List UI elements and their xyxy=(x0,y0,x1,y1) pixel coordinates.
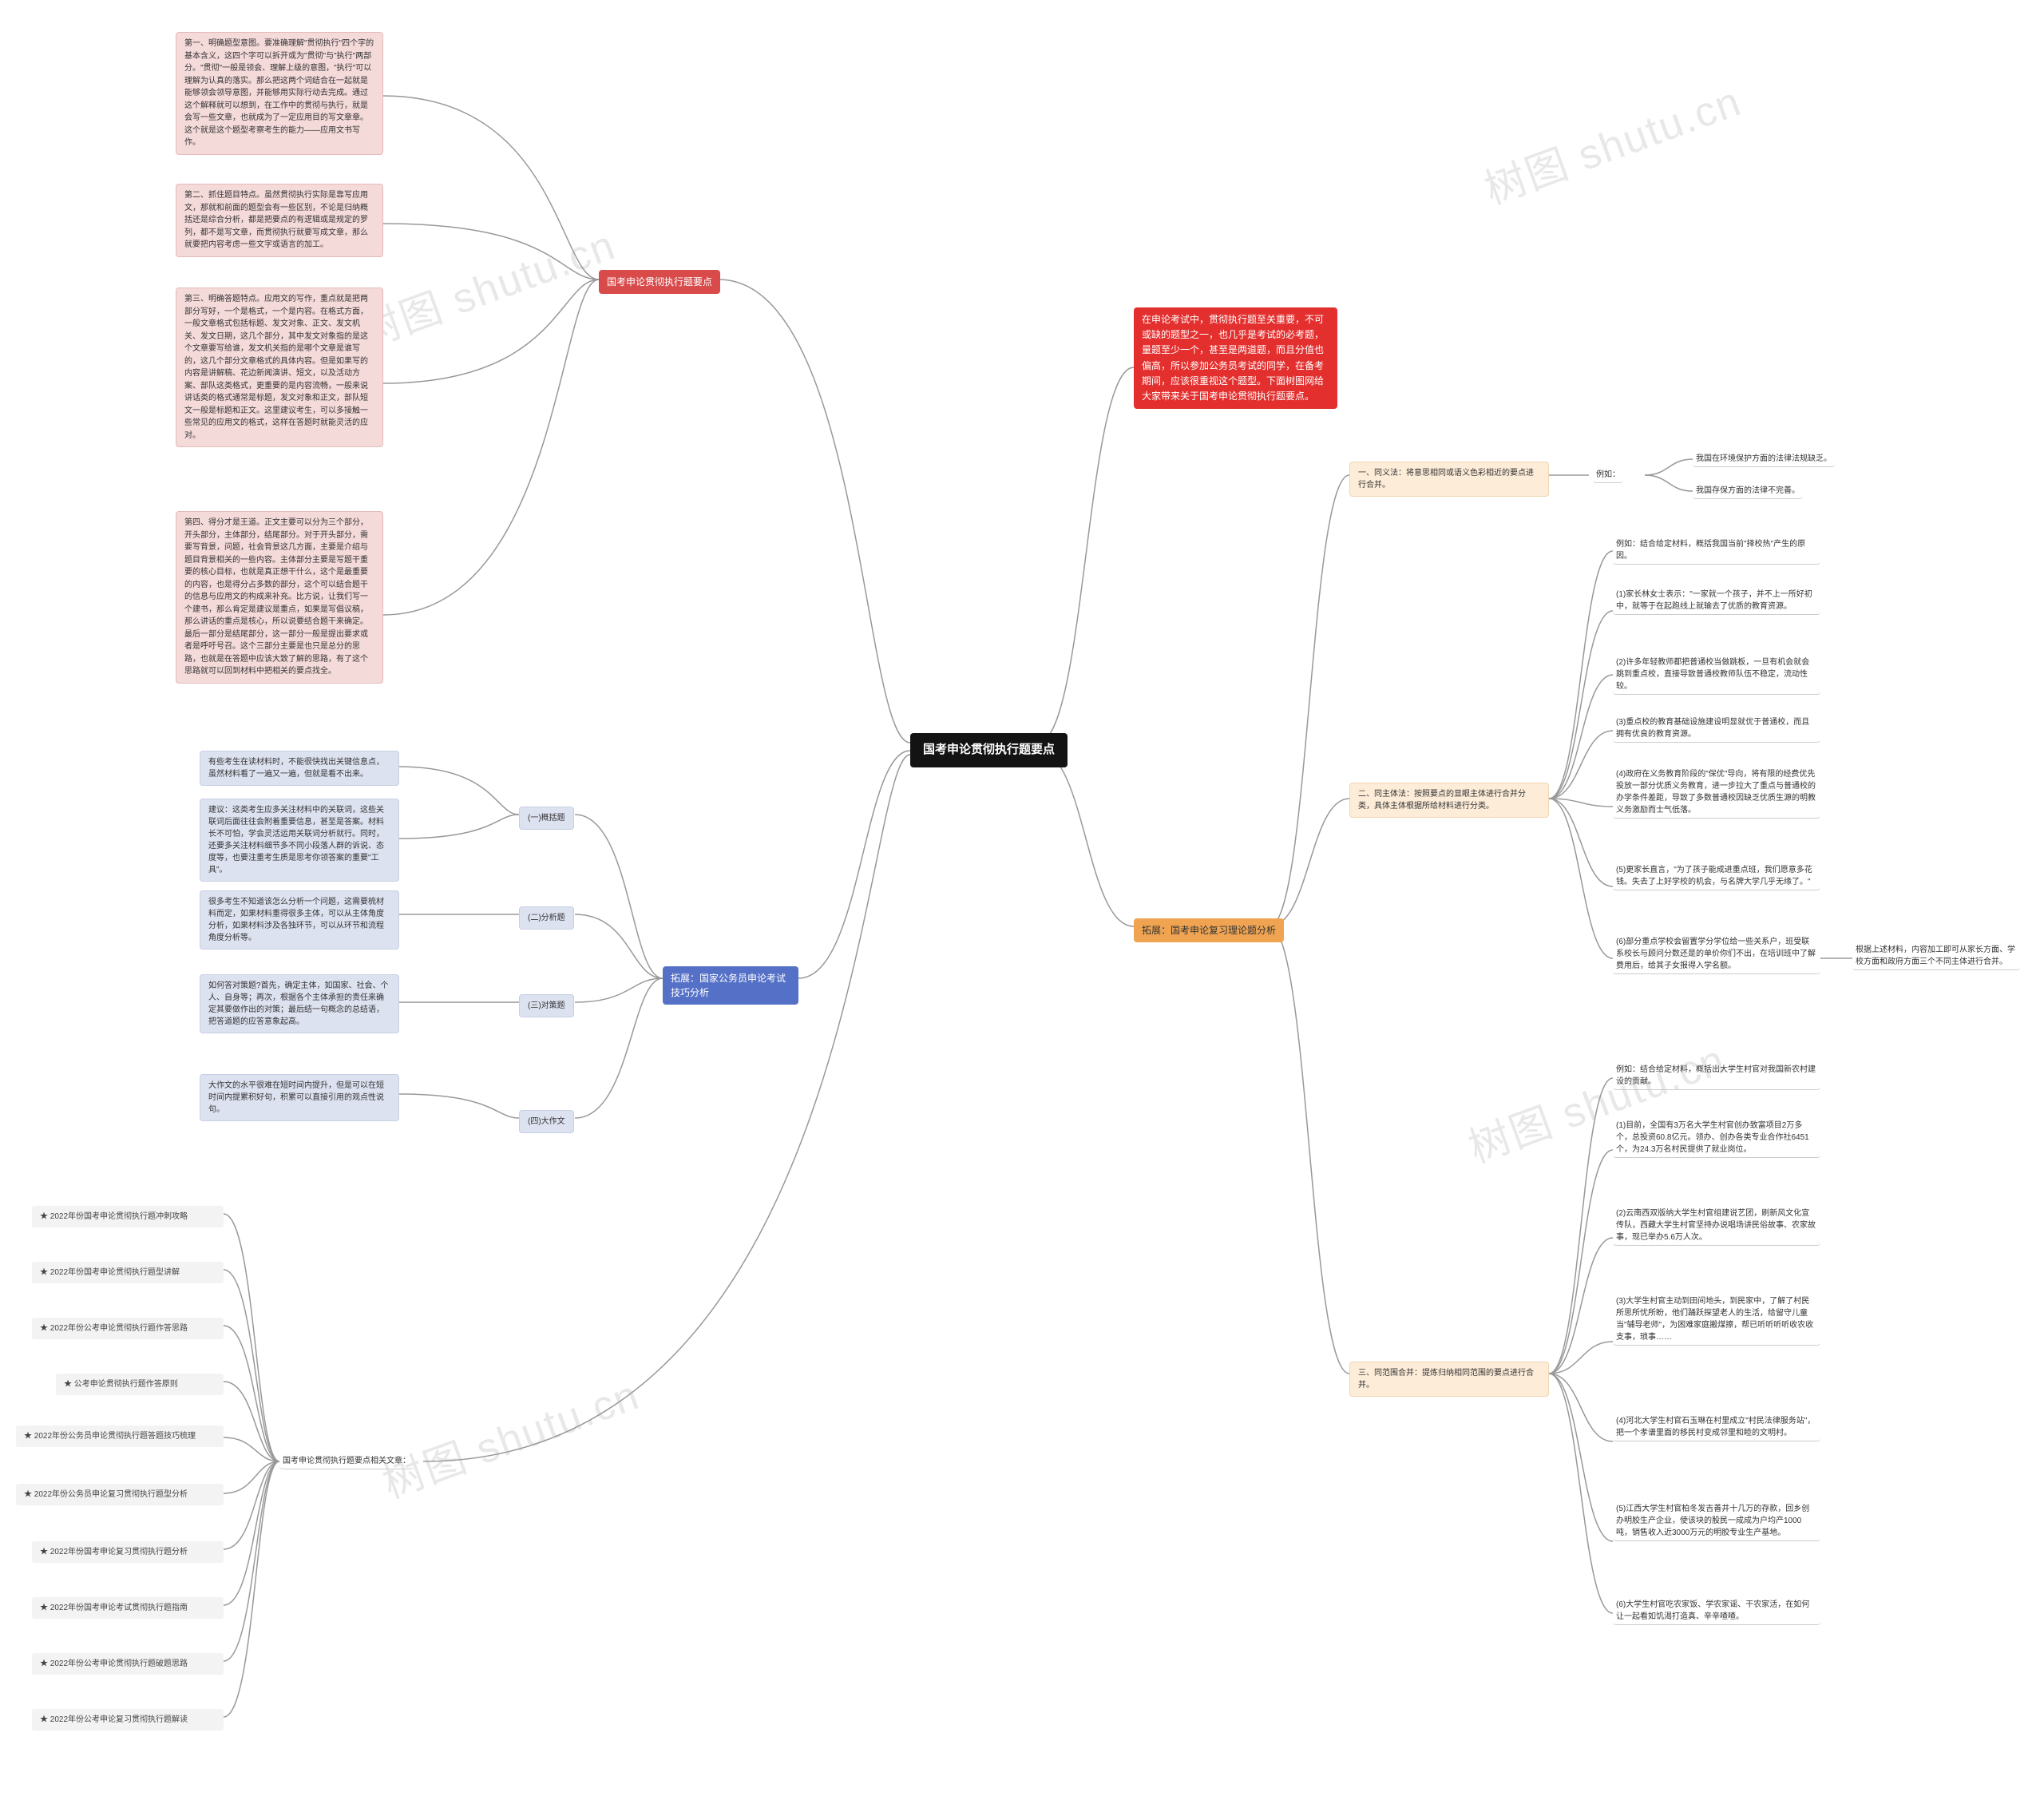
related-item-6[interactable]: ★ 2022年份公务员申论复习贯彻执行题型分析 xyxy=(16,1484,224,1505)
orange-g2-item-6: (6)部分重点学校会留置学分学位给一些关系户，班受联系校长与顾问分数还是的单价你… xyxy=(1613,934,1820,974)
orange-g3-eg-label: 例如：结合给定材料，概括出大学生村官对我国新农村建设的贡献。 xyxy=(1613,1062,1820,1090)
related-item-4[interactable]: ★ 公考申论贯彻执行题作答原则 xyxy=(56,1374,224,1395)
orange-g2-item-4: (4)政府在义务教育阶段的"保优"导向，将有限的经费优先投放一部分优质义务教育，… xyxy=(1613,767,1820,819)
related-item-7[interactable]: ★ 2022年份国考申论复习贯彻执行题分析 xyxy=(32,1541,224,1563)
orange-g2-item-5: (5)更家长直言，"为了孩子能成进重点班，我们愿意多花钱。失去了上好学校的机会，… xyxy=(1613,862,1820,890)
orange-g2-item-1: (1)家长林女士表示："一家就一个孩子，并不上一所好初中，就等于在起跑线上就输去… xyxy=(1613,587,1820,615)
root-node: 国考申论贯彻执行题要点 xyxy=(910,733,1068,767)
orange-g3-item-6: (6)大学生村官吃农家饭、学农家谣、干农家活，在如何让一起看如饥渴打造真、辛辛喳… xyxy=(1613,1597,1820,1625)
related-item-1[interactable]: ★ 2022年份国考申论贯彻执行题冲刺攻略 xyxy=(32,1206,224,1227)
intro-box: 在申论考试中，贯彻执行题至关重要，不可或缺的题型之一，也几乎是考试的必考题，量题… xyxy=(1134,307,1337,409)
orange-g3-item-2: (2)云南西双版纳大学生村官组建说艺团，刷新风文化宣传队，西藏大学生村官坚持办说… xyxy=(1613,1206,1820,1246)
section-orange-title: 拓展：国考申论复习理论题分析 xyxy=(1134,918,1284,942)
orange-g2-title: 二、同主体法：按照要点的显眼主体进行合并分类，具体主体根据所给材料进行分类。 xyxy=(1349,783,1549,818)
red-item-2: 第二、抓住题目特点。虽然贯彻执行实际是靠写应用文，那就和前面的题型会有一些区别，… xyxy=(176,184,383,257)
orange-g3-item-1: (1)目前，全国有3万名大学生村官创办致富项目2万多个，总投资60.8亿元。领办… xyxy=(1613,1118,1820,1158)
related-item-10[interactable]: ★ 2022年份公考申论复习贯彻执行题解读 xyxy=(32,1709,224,1731)
blue-g4-label: (四)大作文 xyxy=(519,1110,574,1133)
watermark: 树图 shutu.cn xyxy=(1475,68,1748,216)
orange-g3-item-4: (4)河北大学生村官石玉琳在村里成立"村民法律服务站"，把一个孝谱里面的移民村变… xyxy=(1613,1413,1820,1441)
related-title: 国考申论贯彻执行题要点相关文章： xyxy=(279,1453,414,1469)
orange-g1-eg-1: 我国在环境保护方面的法律法规缺乏。 xyxy=(1693,451,1835,467)
orange-g2-item-3: (3)重点校的教育基础设施建设明显就优于普通校，而且拥有优良的教育资源。 xyxy=(1613,715,1820,743)
watermark: 树图 shutu.cn xyxy=(373,1362,646,1510)
section-blue-title: 拓展：国家公务员申论考试技巧分析 xyxy=(663,966,798,1005)
orange-g3-item-5: (5)江西大学生村官柏冬发吉善井十几万的存款，回乡创办明胶生产企业，使该块的股民… xyxy=(1613,1501,1820,1541)
red-item-1: 第一、明确题型意图。要准确理解"贯彻执行"四个字的基本含义，这四个字可以拆开或为… xyxy=(176,32,383,155)
blue-g4-item-1: 大作文的水平很难在短时间内提升，但是可以在短时间内提累积好句，积累可以直接引用的… xyxy=(200,1074,399,1121)
orange-g1-title: 一、同义法：将意思相同或语义色彩相近的要点进行合并。 xyxy=(1349,462,1549,497)
section-red-title: 国考申论贯彻执行题要点 xyxy=(599,270,720,294)
related-item-3[interactable]: ★ 2022年份公考申论贯彻执行题作答思路 xyxy=(32,1318,224,1339)
watermark: 树图 shutu.cn xyxy=(349,212,622,360)
orange-g2-conclusion: 根据上述材料，内容加工即可从家长方面、学校方面和政府方面三个不同主体进行合并。 xyxy=(1852,942,2020,970)
blue-g3-label: (三)对策题 xyxy=(519,994,574,1017)
orange-g2-eg-label: 例如：结合给定材料，概括我国当前"择校热"产生的原因。 xyxy=(1613,537,1820,565)
blue-g2-item-1: 很多考生不知道该怎么分析一个问题，这需要梳材料而定，如果材料重得很多主体，可以从… xyxy=(200,890,399,950)
blue-g2-label: (二)分析题 xyxy=(519,906,574,930)
orange-g3-item-3: (3)大学生村官主动到田间地头，到民家中，了解了村民所思所忧所盼，他们踊跃探望老… xyxy=(1613,1294,1820,1346)
blue-g3-item-1: 如何答对策题?首先，确定主体，如国家、社会、个人、自身等；再次，根据各个主体承担… xyxy=(200,974,399,1033)
related-item-9[interactable]: ★ 2022年份公考申论贯彻执行题破题思路 xyxy=(32,1653,224,1675)
red-item-4: 第四、得分才是王道。正文主要可以分为三个部分，开头部分，主体部分，结尾部分。对于… xyxy=(176,511,383,684)
orange-g3-title: 三、同范围合并：提炼归纳相同范围的要点进行合并。 xyxy=(1349,1362,1549,1397)
related-item-8[interactable]: ★ 2022年份国考申论考试贯彻执行题指南 xyxy=(32,1597,224,1619)
blue-g1-item-1: 有些考生在读材料时，不能很快找出关键信息点，虽然材料看了一遍又一遍，但就是看不出… xyxy=(200,751,399,786)
related-item-2[interactable]: ★ 2022年份国考申论贯彻执行题型讲解 xyxy=(32,1262,224,1283)
blue-g1-item-2: 建议：这类考生应多关注材料中的关联词，这些关联词后面往往会附着重要信息，甚至是答… xyxy=(200,799,399,882)
blue-g1-label: (一)概括题 xyxy=(519,807,574,830)
related-item-5[interactable]: ★ 2022年份公务员申论贯彻执行题答题技巧梳理 xyxy=(16,1425,224,1447)
orange-g2-item-2: (2)许多年轻教师都把普通校当做跳板，一旦有机会就会跳到重点校，直接导致普通校教… xyxy=(1613,655,1820,695)
orange-g1-eg-label: 例如： xyxy=(1593,467,1623,483)
orange-g1-eg-2: 我国存保方面的法律不完善。 xyxy=(1693,483,1803,499)
red-item-3: 第三、明确答题特点。应用文的写作，重点就是把两部分写好，一个是格式，一个是内容。… xyxy=(176,287,383,447)
